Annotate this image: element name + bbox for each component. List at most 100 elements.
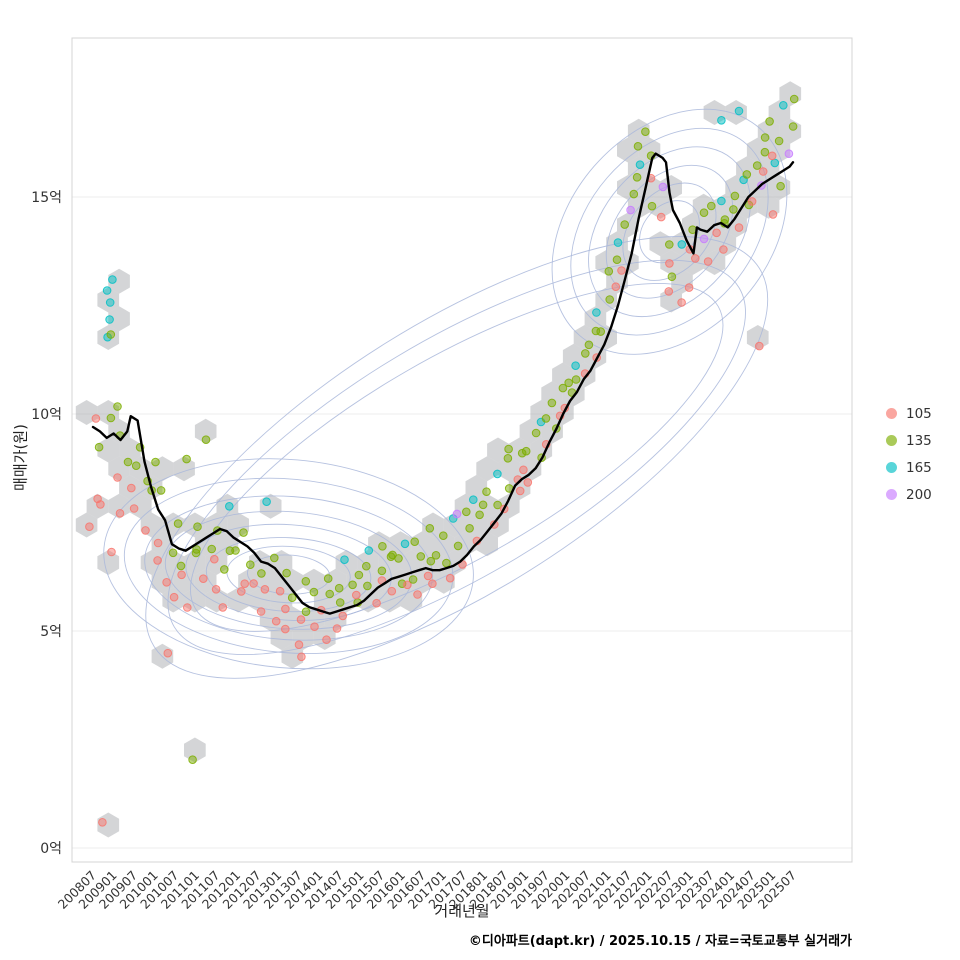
scatter-point [282, 568, 291, 578]
hexbin-cell [108, 306, 130, 332]
scatter-point [96, 500, 105, 509]
scatter-point [153, 556, 162, 565]
hexbin-cell [498, 456, 520, 482]
scatter-point [523, 478, 533, 487]
scatter-point [352, 590, 361, 600]
scatter-point [106, 413, 116, 423]
scatter-point [301, 577, 311, 586]
scatter-point [309, 587, 319, 597]
scatter-point [664, 287, 674, 296]
scatter-point [301, 607, 311, 617]
scatter-point [730, 191, 740, 201]
legend-swatch-icon [886, 489, 897, 500]
scatter-point [617, 266, 626, 275]
scatter-point [91, 414, 101, 423]
scatter-point [240, 579, 249, 589]
hexbin-cell [562, 343, 585, 369]
scatter-point [635, 160, 645, 169]
scatter-point [153, 538, 163, 548]
hexbin-cell [692, 193, 715, 219]
scatter-point [779, 101, 788, 110]
legend-item-200: 200 [886, 481, 932, 508]
legend-label: 200 [906, 486, 932, 503]
scatter-point [691, 254, 700, 263]
scatter-point [354, 570, 364, 580]
scatter-point [760, 133, 770, 142]
scatter-point [123, 457, 133, 467]
hexbin-cell [736, 156, 758, 182]
scatter-point [193, 522, 202, 532]
scatter-point [210, 554, 219, 564]
scatter-point [788, 122, 798, 131]
scatter-point [445, 573, 455, 583]
scatter-point [183, 603, 192, 612]
legend-item-165: 165 [886, 454, 932, 481]
scatter-point [363, 581, 372, 591]
scatter-point [387, 586, 397, 596]
scatter-point [452, 509, 462, 519]
scatter-point [658, 182, 668, 192]
scatter-point [515, 486, 525, 496]
hexbin-cell [627, 118, 650, 144]
scatter-point [752, 161, 762, 170]
scatter-point [231, 546, 240, 555]
legend-item-105: 105 [886, 400, 932, 427]
legend-label: 165 [906, 459, 932, 476]
scatter-point [478, 500, 488, 510]
hexbin-cell [108, 418, 130, 444]
scatter-point [677, 240, 687, 249]
scatter-point [734, 106, 744, 116]
hexbin-cell [649, 193, 672, 219]
scatter-point [734, 223, 744, 232]
scatter-point [262, 497, 271, 507]
hexbin-cell [108, 268, 130, 294]
scatter-point [592, 308, 601, 317]
scatter-point [394, 554, 403, 563]
scatter-point [584, 340, 594, 350]
scatter-point [571, 361, 580, 371]
hexbin-cell [184, 550, 206, 575]
scatter-point [493, 500, 502, 510]
hexbin-cell [108, 493, 130, 519]
legend-swatch-icon [886, 408, 897, 419]
scatter-point [742, 170, 752, 179]
scatter-point [85, 522, 94, 532]
scatter-point [521, 446, 531, 456]
scatter-point [362, 561, 371, 571]
legend-swatch-icon [886, 462, 897, 473]
scatter-point [156, 486, 166, 495]
scatter-point [256, 607, 266, 616]
scatter-point [332, 624, 342, 633]
scatter-point [541, 414, 551, 423]
scatter-point [462, 507, 471, 517]
y-tick-label: 10억 [31, 407, 62, 423]
trend-line [91, 152, 795, 615]
scatter-point [493, 469, 502, 479]
scatter-point [182, 454, 191, 464]
scatter-point [310, 622, 319, 632]
scatter-point [287, 593, 297, 603]
scatter-point [647, 201, 657, 211]
scatter-point [747, 197, 757, 206]
scatter-point [626, 205, 635, 215]
scatter-point [323, 574, 333, 583]
scatter-point [129, 504, 139, 513]
scatter-point [423, 571, 433, 581]
scatter-point [168, 548, 178, 558]
scatter-point [604, 267, 614, 276]
scatter-point [403, 580, 412, 590]
scatter-point [729, 205, 738, 214]
hexbin-cell [249, 587, 271, 613]
panel-border [71, 37, 853, 863]
legend-item-135: 135 [886, 427, 932, 454]
scatter-point [465, 524, 474, 533]
scatter-point [755, 341, 764, 351]
scatter-point [531, 428, 541, 438]
scatter-point [151, 457, 160, 467]
scatter-point [296, 615, 306, 624]
hexbin-cell [389, 531, 412, 557]
scatter-point [176, 561, 186, 571]
scatter-point [720, 215, 730, 224]
scatter-point [173, 519, 183, 528]
scatter-point [218, 603, 228, 612]
